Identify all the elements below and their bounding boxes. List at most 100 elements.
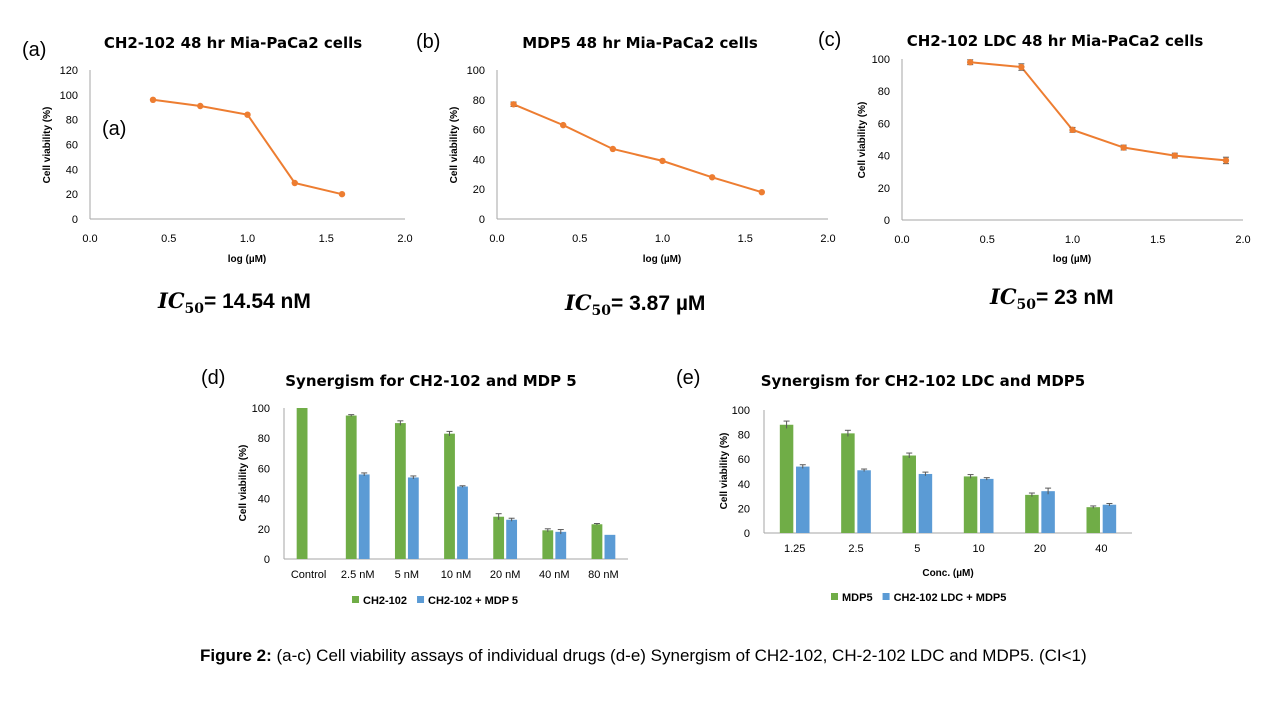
chart-title: MDP5 48 hr Mia-PaCa2 cells [522, 34, 758, 52]
ic50-value-b: = 3.87 µM [611, 292, 706, 315]
y-tick-label: 0 [479, 214, 485, 226]
legend-entry: CH2-102 + MDP 5 [428, 595, 518, 607]
x-tick-label: 1.25 [784, 543, 805, 555]
y-tick-label: 20 [473, 184, 485, 196]
y-tick-label: 100 [60, 90, 78, 102]
y-tick-label: 0 [744, 528, 750, 540]
y-tick-label: 80 [878, 86, 890, 98]
bar [555, 531, 567, 559]
bar [358, 474, 370, 559]
y-tick-label: 60 [66, 140, 78, 152]
y-tick-label: 20 [258, 524, 270, 536]
x-tick-label: 1.5 [1150, 234, 1165, 246]
legend-swatch [882, 593, 890, 600]
x-tick-label: 0.5 [980, 234, 995, 246]
y-tick-label: 0 [72, 214, 78, 226]
data-point [1222, 157, 1230, 164]
y-axis-label: Cell viability (%) [449, 107, 460, 184]
bar [394, 423, 406, 559]
bar [591, 524, 603, 559]
y-tick-label: 100 [252, 403, 270, 415]
x-tick-label: 1.0 [655, 233, 670, 245]
panel-label: (a) [22, 39, 46, 61]
x-tick-label: 2.0 [820, 233, 835, 245]
x-tick-label: 1.0 [1065, 234, 1080, 246]
y-tick-label: 0 [264, 554, 270, 566]
x-tick-label: 0.0 [489, 233, 504, 245]
y-tick-label: 100 [467, 65, 485, 77]
x-axis-label: Conc. (µM) [922, 568, 973, 579]
x-tick-label: 0.5 [572, 233, 587, 245]
bar [1041, 491, 1055, 533]
y-tick-label: 20 [878, 183, 890, 195]
x-tick-label: 1.0 [240, 233, 255, 245]
bar [918, 473, 933, 533]
data-point [1018, 63, 1025, 71]
legend-swatch [417, 596, 425, 603]
data-point [291, 179, 298, 187]
ic50-label-a: IC50= 14.54 nM [158, 288, 311, 317]
panel-label: (d) [201, 367, 225, 389]
caption-text: (a-c) Cell viability assays of individua… [271, 646, 1087, 665]
y-tick-label: 40 [258, 494, 270, 506]
x-tick-label: 0.0 [894, 234, 909, 246]
legend-swatch [352, 596, 359, 603]
chart-title: CH2-102 48 hr Mia-PaCa2 cells [104, 34, 362, 52]
data-point [510, 101, 517, 108]
y-tick-label: 80 [738, 430, 750, 442]
bar [779, 424, 794, 533]
panel-label: (c) [818, 29, 841, 51]
chart-title: Synergism for CH2-102 and MDP 5 [285, 372, 577, 390]
bar [296, 408, 308, 559]
y-tick-label: 60 [473, 125, 485, 137]
chart-b: (b) MDP5 48 hr Mia-PaCa2 cells 0 20 40 60 80 10… [416, 31, 836, 265]
data-point [708, 174, 716, 181]
y-tick-label: 20 [738, 503, 750, 515]
chart-d: (d) Synergism for CH2-102 and MDP 5 0 20 40 6… [201, 367, 628, 607]
legend-swatch [831, 593, 838, 600]
data-point [1069, 126, 1076, 134]
y-axis-label: Cell viability (%) [857, 102, 868, 179]
ic50-label-c: IC50= 23 nM [990, 284, 1114, 313]
x-tick-label: 10 [973, 543, 985, 555]
y-tick-label: 40 [66, 164, 78, 176]
x-tick-label: 20 [1034, 543, 1046, 555]
bar [963, 476, 978, 533]
x-tick-label: 20 nM [490, 569, 521, 581]
x-tick-label: 0.0 [82, 233, 97, 245]
ic50-subscript: 50 [184, 301, 205, 317]
chart-title: Synergism for CH2-102 LDC and MDP5 [761, 372, 1086, 390]
x-tick-label: 1.5 [738, 233, 753, 245]
x-tick-label: 2.0 [397, 233, 412, 245]
x-tick-label: 40 [1095, 543, 1107, 555]
y-tick-label: 20 [66, 189, 78, 201]
chart-c: (c) CH2-102 LDC 48 hr Mia-PaCa2 cells 0 20 4… [818, 29, 1251, 265]
data-point [560, 121, 567, 129]
data-point [338, 190, 346, 198]
y-tick-label: 100 [732, 405, 750, 417]
panel-label: (b) [416, 31, 440, 53]
chart-title: CH2-102 LDC 48 hr Mia-PaCa2 cells [907, 32, 1204, 50]
y-tick-label: 60 [878, 118, 890, 130]
figure-caption: Figure 2: (a-c) Cell viability assays of… [200, 646, 1087, 666]
y-tick-label: 100 [872, 54, 890, 66]
y-tick-label: 60 [738, 454, 750, 466]
x-tick-label: 10 nM [441, 569, 472, 581]
bar [980, 478, 994, 533]
x-tick-label: 2.0 [1235, 234, 1250, 246]
x-tick-label: 2.5 nM [341, 569, 375, 581]
series-line [513, 103, 763, 194]
x-tick-label: 80 nM [588, 569, 619, 581]
bar [407, 477, 419, 559]
bar [1102, 504, 1117, 533]
ic50-subscript: 50 [1016, 297, 1037, 313]
y-tick-label: 40 [473, 154, 485, 166]
y-tick-label: 0 [884, 215, 890, 227]
chart-a: (a) CH2-102 48 hr Mia-PaCa2 cells (a) 0 20 40… [22, 34, 413, 265]
x-axis-label: log (µM) [643, 254, 682, 265]
bar [493, 516, 505, 559]
data-point [149, 96, 157, 104]
bar [506, 519, 518, 559]
y-axis-label: Cell viability (%) [238, 445, 249, 522]
y-axis-label: Cell viability (%) [719, 433, 730, 510]
